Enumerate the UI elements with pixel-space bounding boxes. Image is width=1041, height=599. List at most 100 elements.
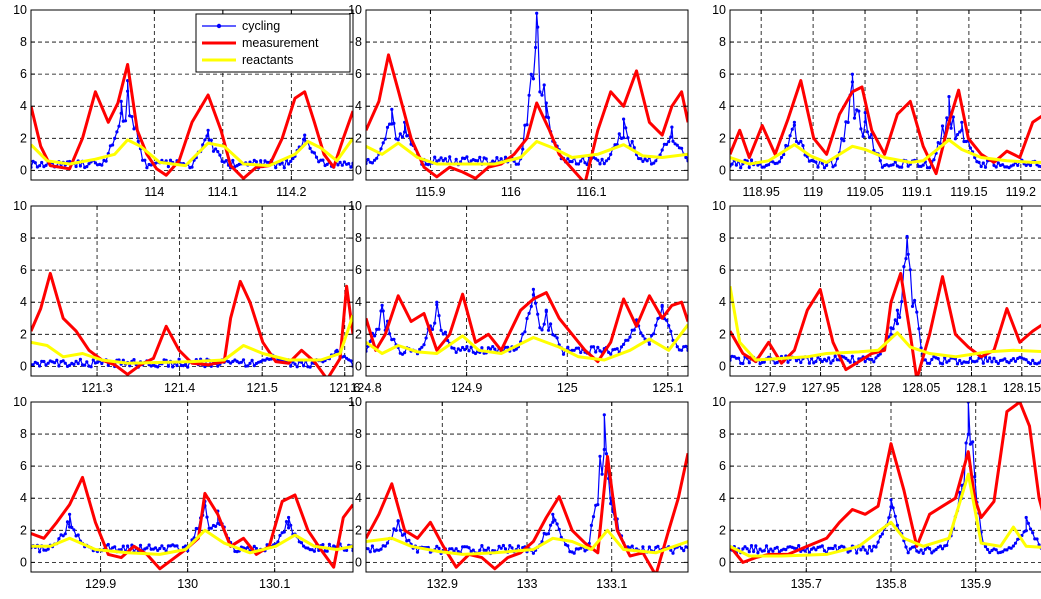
series-cycling-point	[441, 159, 445, 163]
series-cycling-point	[919, 346, 923, 350]
series-cycling-point	[162, 547, 166, 551]
series-cycling-point	[652, 332, 656, 336]
subplot-grid: 114 114.1 114.2 0 2 4 6 8 10 115.9 116 116.1 0 2 4 6 8 10…	[13, 3, 1041, 591]
x-tick-label: 119.2	[1006, 185, 1036, 199]
series-layer	[730, 72, 1041, 176]
series-cycling-point	[68, 512, 72, 516]
series-cycling-point	[857, 109, 861, 113]
series-cycling-point	[536, 25, 540, 29]
series-cycling-point	[553, 518, 557, 522]
series-cycling-point	[252, 364, 256, 368]
series-cycling-point	[381, 141, 385, 145]
series-cycling-point	[493, 347, 497, 351]
series-cycling-point	[239, 360, 243, 364]
series-cycling-point	[872, 360, 876, 364]
series-cycling-point	[437, 314, 441, 318]
series-cycling-point	[400, 135, 405, 139]
series-cycling-point	[418, 347, 422, 351]
series-cycling-point	[820, 359, 824, 364]
series-cycling-point	[870, 549, 874, 553]
series-cycling-point	[366, 547, 370, 551]
series-cycling-point	[983, 165, 988, 169]
series-cycling-point	[538, 90, 542, 94]
series-cycling-point	[940, 547, 945, 551]
series-reactants-line	[31, 314, 353, 365]
series-cycling-point	[730, 162, 734, 166]
series-reactants-line	[730, 285, 1041, 362]
series-cycling-point	[368, 550, 372, 554]
series-cycling-point	[111, 143, 115, 147]
series-cycling-point	[439, 328, 443, 332]
series-cycling-point	[660, 303, 664, 307]
series-cycling-point	[846, 120, 850, 124]
x-tick-label: 130	[177, 577, 198, 591]
series-cycling-point	[602, 162, 606, 166]
series-cycling-point	[441, 332, 445, 336]
series-cycling-point	[968, 356, 973, 360]
legend-label-cycling: cycling	[242, 19, 280, 33]
series-cycling-point	[85, 360, 89, 364]
series-cycling-point	[848, 360, 852, 364]
series-cycling-point	[833, 544, 837, 548]
series-cycling-point	[667, 140, 671, 144]
y-tick-label: 6	[719, 67, 726, 81]
series-cycling-point	[467, 349, 471, 353]
series-cycling-point	[846, 358, 850, 362]
series-cycling-point	[654, 159, 658, 163]
series-cycling-point	[576, 162, 581, 166]
series-cycling-point	[555, 336, 559, 340]
series-cycling-point	[74, 164, 78, 169]
series-cycling-point	[680, 146, 684, 150]
series-cycling-point	[312, 549, 316, 553]
series-cycling-point	[130, 115, 134, 119]
series-cycling-point	[287, 526, 291, 530]
axes-frame	[729, 205, 1041, 377]
series-cycling-point	[670, 125, 674, 129]
series-cycling-point	[973, 475, 977, 479]
series-cycling-point	[100, 163, 104, 167]
x-tick-label: 114.1	[208, 185, 238, 199]
series-cycling-point	[211, 149, 216, 153]
series-cycling-point	[964, 441, 968, 445]
series-cycling-point	[557, 527, 561, 532]
series-cycling-point	[168, 158, 173, 162]
series-cycling-point	[1009, 546, 1013, 550]
series-cycling-point	[1035, 537, 1039, 541]
y-tick-label: 8	[355, 231, 362, 245]
series-cycling-point	[641, 159, 645, 163]
series-cycling-point	[1001, 163, 1005, 167]
series-cycling-point	[46, 361, 50, 365]
series-cycling-point	[880, 165, 885, 169]
series-cycling-point	[913, 298, 917, 303]
series-reactants-line	[31, 528, 353, 556]
series-cycling-point	[147, 543, 151, 547]
series-cycling-point	[38, 364, 42, 368]
series-cycling-point	[576, 346, 581, 350]
series-cycling-point	[923, 547, 927, 551]
series-cycling-point	[420, 345, 424, 349]
y-tick-label: 6	[20, 67, 27, 81]
series-cycling-point	[278, 533, 282, 538]
series-cycling-point	[1013, 359, 1018, 363]
x-tick-label: 121.5	[247, 381, 278, 395]
series-cycling-point	[906, 551, 910, 555]
series-cycling-point	[874, 545, 878, 549]
series-cycling-point	[814, 359, 818, 364]
series-cycling-point	[366, 157, 370, 162]
x-tick-label: 121.6	[329, 381, 360, 395]
series-cycling-point	[966, 360, 970, 364]
series-cycling-point	[480, 544, 484, 548]
series-cycling-point	[743, 545, 747, 549]
series-layer	[31, 63, 353, 180]
series-cycling-point	[684, 344, 688, 348]
series-cycling-point	[647, 545, 652, 549]
series-cycling-point	[852, 116, 857, 120]
series-cycling-point	[1011, 163, 1016, 167]
series-cycling-point	[177, 357, 181, 361]
x-tick-label: 130.1	[259, 577, 290, 591]
series-cycling-point	[38, 164, 42, 168]
series-cycling-point	[878, 352, 882, 356]
series-cycling-point	[1028, 527, 1033, 531]
y-tick-label: 8	[355, 427, 362, 441]
series-cycling-point	[540, 93, 544, 97]
